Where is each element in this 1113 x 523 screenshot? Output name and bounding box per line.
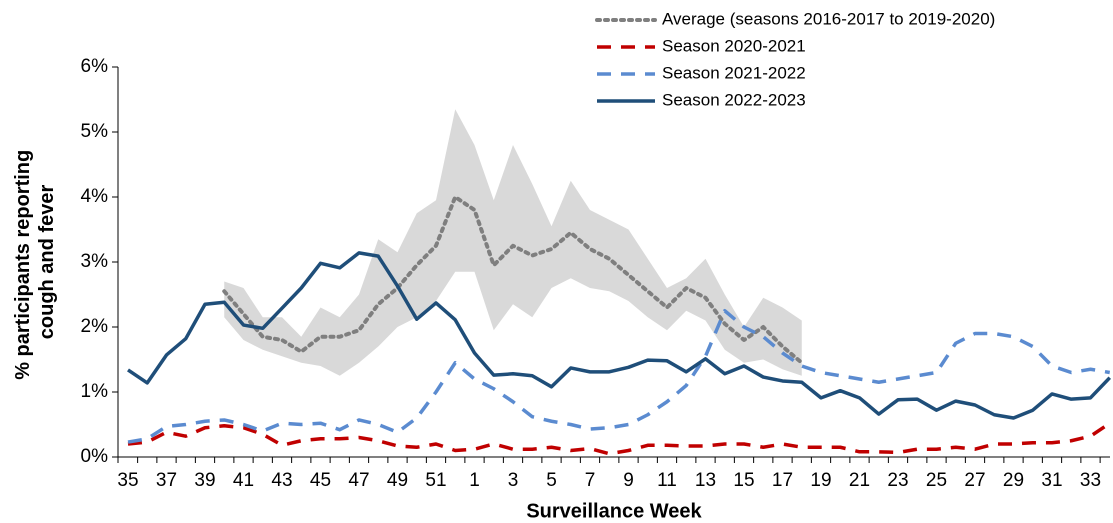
x-tick-label: 5 — [546, 470, 557, 491]
x-tick-label: 3 — [508, 470, 519, 491]
x-tick-label: 9 — [623, 470, 634, 491]
x-tick-label: 1 — [469, 470, 480, 491]
x-tick-label: 35 — [117, 470, 138, 491]
x-tick-label: 49 — [387, 470, 408, 491]
x-tick-label: 13 — [695, 470, 716, 491]
x-tick-label: 19 — [810, 470, 831, 491]
y-tick-label: 5% — [81, 121, 109, 142]
legend-label: Average (seasons 2016-2017 to 2019-2020) — [662, 9, 995, 28]
legend-label: Season 2021-2022 — [662, 63, 806, 82]
y-tick-label: 2% — [81, 316, 109, 337]
x-tick-label: 43 — [271, 470, 292, 491]
y-tick-label: 1% — [81, 381, 109, 402]
series-line — [222, 195, 804, 365]
x-tick-label: 39 — [194, 470, 215, 491]
x-tick-label: 21 — [849, 470, 870, 491]
series-line — [127, 251, 1112, 420]
y-axis-title-line: % participants reporting — [12, 150, 34, 380]
x-tick-label: 29 — [1003, 470, 1024, 491]
x-tick-label: 25 — [926, 470, 947, 491]
y-tick-label: 4% — [81, 186, 109, 207]
x-tick-label: 51 — [425, 470, 446, 491]
x-tick-label: 17 — [772, 470, 793, 491]
series-line — [127, 421, 1111, 456]
x-tick-label: 41 — [233, 470, 254, 491]
y-tick-label: 0% — [81, 446, 109, 467]
legend-label: Season 2020-2021 — [662, 36, 806, 55]
range-band — [224, 109, 802, 376]
series-line — [127, 309, 1111, 444]
y-tick-label: 6% — [81, 56, 109, 77]
x-tick-label: 7 — [585, 470, 596, 491]
x-tick-label: 27 — [964, 470, 985, 491]
legend-label: Season 2022-2023 — [662, 90, 806, 109]
x-tick-label: 11 — [657, 470, 677, 491]
y-axis-title-line: cough and fever — [36, 185, 58, 340]
x-tick-label: 23 — [887, 470, 908, 491]
y-axis-title: % participants reporting cough and fever — [12, 144, 58, 380]
x-axis-title: Surveillance Week — [526, 500, 702, 522]
x-tick-label: 31 — [1041, 470, 1062, 491]
x-tick-label: 33 — [1080, 470, 1101, 491]
x-tick-label: 47 — [348, 470, 369, 491]
x-tick-label: 45 — [310, 470, 331, 491]
x-tick-label: 37 — [156, 470, 177, 491]
x-tick-label: 15 — [733, 470, 754, 491]
y-tick-label: 3% — [81, 251, 109, 272]
